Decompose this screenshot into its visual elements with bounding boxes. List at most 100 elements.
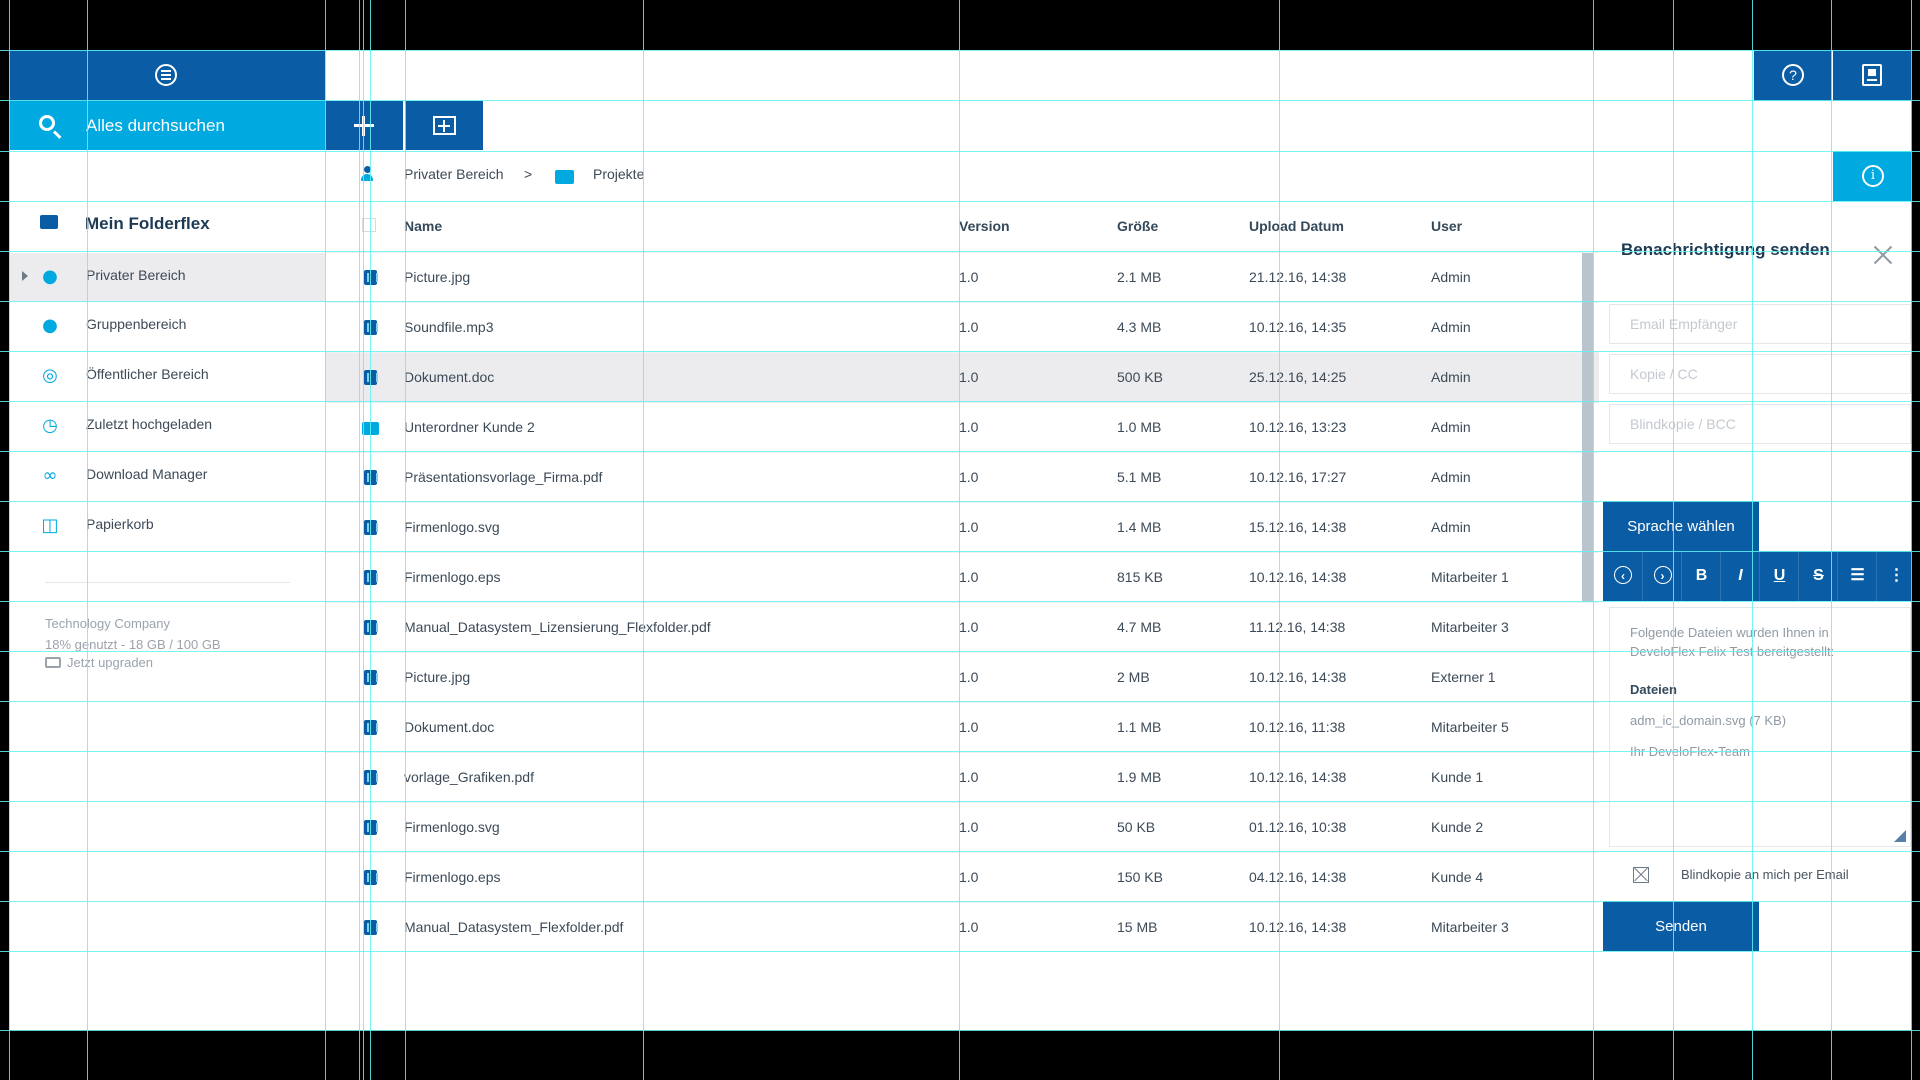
cell-name[interactable]: Firmenlogo.eps bbox=[404, 869, 501, 885]
bold-button[interactable]: B bbox=[1681, 551, 1721, 601]
help-button[interactable]: ? bbox=[1754, 50, 1832, 101]
upgrade-link[interactable]: Jetzt upgraden bbox=[45, 655, 153, 670]
sidebar-item-download-manager[interactable]: ∞ Download Manager bbox=[9, 452, 325, 500]
cell-user: Mitarbeiter 3 bbox=[1431, 619, 1509, 635]
add-button[interactable] bbox=[325, 101, 403, 150]
guide-line bbox=[0, 351, 1920, 352]
email-recipient-field[interactable] bbox=[1609, 304, 1911, 344]
table-row[interactable]: vorlage_Grafiken.pdf 1.0 1.9 MB 10.12.16, 1… bbox=[325, 752, 1599, 802]
cell-name[interactable]: Dokument.doc bbox=[404, 719, 495, 735]
search-input[interactable] bbox=[86, 113, 316, 139]
folderflex-icon bbox=[40, 215, 58, 229]
cell-name[interactable]: Soundfile.mp3 bbox=[404, 319, 494, 335]
table-row[interactable]: Firmenlogo.svg 1.0 1.4 MB 15.12.16, 14:38 Ad… bbox=[325, 502, 1599, 552]
table-row[interactable]: Firmenlogo.svg 1.0 50 KB 01.12.16, 10:38 Kun… bbox=[325, 802, 1599, 852]
cell-name[interactable]: Firmenlogo.svg bbox=[404, 519, 500, 535]
sidebar-divider bbox=[45, 582, 290, 583]
select-all-checkbox[interactable] bbox=[362, 218, 376, 232]
sidebar-item-label: Privater Bereich bbox=[86, 267, 186, 283]
guide-line bbox=[0, 751, 1920, 752]
close-icon[interactable] bbox=[1871, 244, 1893, 266]
cell-upload-date: 10.12.16, 14:38 bbox=[1249, 919, 1347, 935]
column-header-version[interactable]: Version bbox=[959, 218, 1010, 234]
guide-line bbox=[87, 0, 88, 1080]
column-header-size[interactable]: Größe bbox=[1117, 218, 1159, 234]
cell-upload-date: 11.12.16, 14:38 bbox=[1249, 619, 1346, 635]
table-row[interactable]: Picture.jpg 1.0 2 MB 10.12.16, 14:38 Externe… bbox=[325, 652, 1599, 702]
cell-version: 1.0 bbox=[959, 269, 979, 285]
language-select-button[interactable]: Sprache wählen bbox=[1603, 501, 1759, 551]
guide-line bbox=[0, 501, 1920, 502]
cell-name[interactable]: Picture.jpg bbox=[404, 269, 471, 285]
underline-button[interactable]: U bbox=[1759, 551, 1799, 601]
table-row[interactable]: Dokument.doc 1.0 1.1 MB 10.12.16, 11:38 Mita… bbox=[325, 702, 1599, 752]
cell-version: 1.0 bbox=[959, 919, 979, 935]
table-row[interactable]: Dokument.doc 1.0 500 KB 25.12.16, 14:25 Admi… bbox=[325, 352, 1599, 402]
contacts-button[interactable] bbox=[1833, 50, 1911, 101]
table-row[interactable]: Firmenlogo.eps 1.0 815 KB 10.12.16, 14:38 Mi… bbox=[325, 552, 1599, 602]
cell-user: Admin bbox=[1431, 319, 1471, 335]
menu-icon[interactable] bbox=[155, 64, 177, 86]
cell-user: Admin bbox=[1431, 469, 1471, 485]
redo-button[interactable]: › bbox=[1642, 551, 1682, 601]
guide-line bbox=[0, 1030, 1920, 1031]
guide-line bbox=[0, 401, 1920, 402]
cell-name[interactable]: Firmenlogo.eps bbox=[404, 569, 501, 585]
column-header-upload-date[interactable]: Upload Datum bbox=[1249, 218, 1344, 234]
resize-handle[interactable] bbox=[1894, 830, 1906, 842]
cell-name[interactable]: Picture.jpg bbox=[404, 669, 471, 685]
breadcrumb-current[interactable]: Projekte bbox=[593, 166, 645, 182]
message-file-entry: adm_ic_domain.svg (7 KB) bbox=[1630, 713, 1787, 728]
cell-name[interactable]: Unterordner Kunde 2 bbox=[404, 419, 535, 435]
column-header-name[interactable]: Name bbox=[404, 218, 443, 234]
strikethrough-button[interactable]: S bbox=[1798, 551, 1838, 601]
list-button[interactable]: ☰ bbox=[1837, 551, 1877, 601]
guide-line bbox=[1673, 0, 1674, 1080]
cell-upload-date: 10.12.16, 13:23 bbox=[1249, 419, 1347, 435]
table-row[interactable]: Firmenlogo.eps 1.0 150 KB 04.12.16, 14:38 Ku… bbox=[325, 852, 1599, 902]
cell-name[interactable]: Manual_Datasystem_Lizensierung_Flexfolde… bbox=[404, 619, 711, 635]
cell-name[interactable]: Manual_Datasystem_Flexfolder.pdf bbox=[404, 919, 624, 935]
new-folder-button[interactable] bbox=[405, 101, 483, 150]
table-row[interactable]: Präsentationsvorlage_Firma.pdf 1.0 5.1 MB 1… bbox=[325, 452, 1599, 502]
expand-caret-icon[interactable] bbox=[22, 271, 28, 281]
sidebar-item-oeffentlicher-bereich[interactable]: ◎ Öffentlicher Bereich bbox=[9, 352, 325, 400]
cell-name[interactable]: vorlage_Grafiken.pdf bbox=[404, 769, 534, 785]
more-options-button[interactable]: ⋮ bbox=[1876, 551, 1911, 601]
cell-user: Kunde 4 bbox=[1431, 869, 1484, 885]
cell-version: 1.0 bbox=[959, 419, 979, 435]
search-icon[interactable] bbox=[39, 115, 55, 131]
message-body-editor[interactable]: Folgende Dateien wurden Ihnen in DeveloF… bbox=[1609, 607, 1911, 847]
table-scrollbar[interactable] bbox=[1582, 253, 1593, 602]
sidebar-item-label: Download Manager bbox=[86, 466, 208, 482]
sidebar-item-zuletzt-hochgeladen[interactable]: ◷ Zuletzt hochgeladen bbox=[9, 402, 325, 450]
table-row[interactable]: Unterordner Kunde 2 1.0 1.0 MB 10.12.16, 13… bbox=[325, 402, 1599, 452]
cell-name[interactable]: Präsentationsvorlage_Firma.pdf bbox=[404, 469, 603, 485]
sidebar-item-privater-bereich[interactable]: ● Privater Bereich bbox=[9, 253, 325, 301]
send-button[interactable]: Senden bbox=[1603, 901, 1759, 951]
breadcrumb-root[interactable]: Privater Bereich bbox=[404, 166, 504, 182]
cell-upload-date: 10.12.16, 14:38 bbox=[1249, 669, 1347, 685]
sidebar-item-label: Papierkorb bbox=[86, 516, 154, 532]
cell-name[interactable]: Dokument.doc bbox=[404, 369, 495, 385]
guide-line bbox=[0, 601, 1920, 602]
italic-button[interactable]: I bbox=[1720, 551, 1760, 601]
column-header-user[interactable]: User bbox=[1431, 218, 1463, 234]
info-button[interactable]: i bbox=[1833, 151, 1911, 201]
table-row[interactable]: Manual_Datasystem_Lizensierung_Flexfolde… bbox=[325, 602, 1599, 652]
guide-line bbox=[370, 0, 371, 1080]
cell-size: 50 KB bbox=[1117, 819, 1156, 835]
bcc-field[interactable] bbox=[1609, 404, 1911, 444]
bcc-self-checkbox[interactable] bbox=[1633, 867, 1649, 883]
chevron-left-icon: ‹ bbox=[1621, 569, 1625, 583]
table-row[interactable]: Manual_Datasystem_Flexfolder.pdf 1.0 15 MB… bbox=[325, 902, 1599, 952]
sidebar-item-gruppenbereich[interactable]: ● Gruppenbereich bbox=[9, 302, 325, 350]
undo-button[interactable]: ‹ bbox=[1603, 551, 1643, 601]
table-row[interactable]: Soundfile.mp3 1.0 4.3 MB 10.12.16, 14:35 Adm… bbox=[325, 302, 1599, 352]
cc-field[interactable] bbox=[1609, 354, 1911, 394]
sidebar-item-papierkorb[interactable]: ◫ Papierkorb bbox=[9, 502, 325, 550]
guide-line bbox=[0, 801, 1920, 802]
table-row[interactable]: Picture.jpg 1.0 2.1 MB 21.12.16, 14:38 Admin bbox=[325, 252, 1599, 302]
bcc-self-label: Blindkopie an mich per Email bbox=[1681, 867, 1849, 882]
cell-name[interactable]: Firmenlogo.svg bbox=[404, 819, 500, 835]
